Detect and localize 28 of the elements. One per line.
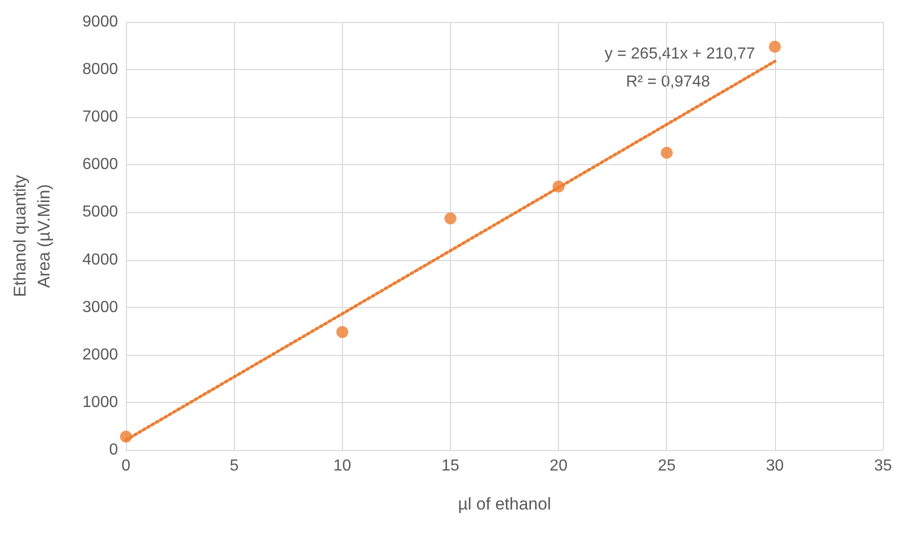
- y-axis-title: Ethanol quantity Area (µV.Min): [10, 174, 54, 297]
- point: [120, 430, 132, 443]
- point: [444, 212, 456, 224]
- y-tick-label: 0: [109, 442, 118, 458]
- y-tick-label: 3000: [82, 298, 118, 316]
- x-tick-label: 35: [874, 458, 892, 474]
- y-tick-label: 4000: [82, 251, 118, 268]
- x-axis-title: µl of ethanol: [458, 494, 551, 514]
- x-tick-label: 20: [550, 458, 568, 474]
- y-tick-label: 5000: [82, 204, 118, 221]
- point: [660, 146, 673, 159]
- x-tick-label: 25: [658, 458, 676, 474]
- x-tick-label: 5: [230, 458, 239, 474]
- annotation: y = 265,41x + 210,77: [604, 46, 756, 62]
- y-tick-label: 9000: [82, 14, 118, 30]
- point: [552, 180, 565, 193]
- y-tick-label: 1000: [82, 394, 118, 411]
- x-tick-label: 0: [122, 458, 131, 474]
- x-tick-label: 30: [766, 458, 784, 474]
- point: [336, 326, 348, 338]
- x-tick-label: 10: [333, 458, 352, 474]
- x-tick-label: 15: [442, 458, 460, 474]
- y-tick-label: 7000: [82, 108, 118, 126]
- annotation: R² = 0,9748: [626, 74, 710, 90]
- point: [768, 40, 781, 53]
- y-tick-label: 6000: [82, 156, 118, 174]
- y-tick-label: 2000: [82, 346, 118, 364]
- y-tick-label: 8000: [82, 61, 118, 78]
